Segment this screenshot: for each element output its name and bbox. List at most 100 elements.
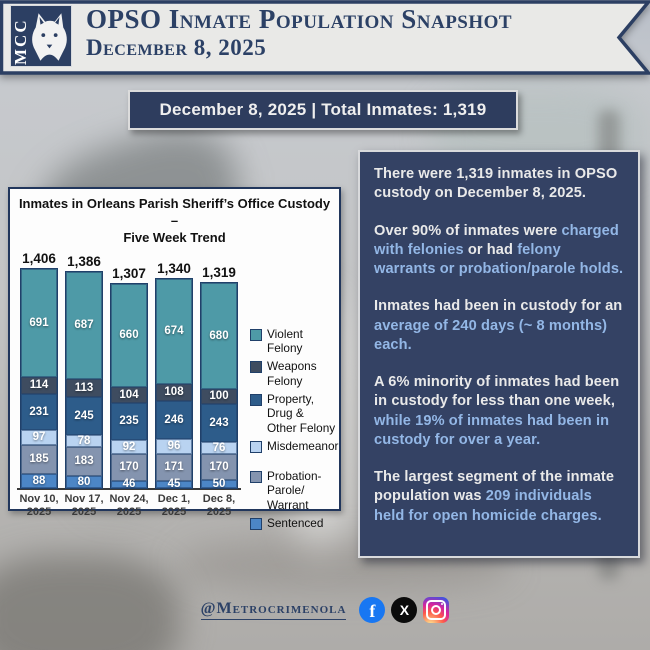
plain-text: Over 90% of inmates were bbox=[374, 222, 562, 239]
instagram-icon[interactable] bbox=[423, 597, 450, 623]
bar-segment: 114 bbox=[21, 376, 57, 394]
bar-group: 1,340 674 108 246 96 171 45 bbox=[155, 261, 193, 490]
legend-label: Misdemeanor bbox=[267, 438, 339, 453]
bar-x-label: Nov 24, 2025 bbox=[109, 492, 149, 519]
bar-group: 1,386 687 113 245 78 183 80 bbox=[65, 253, 103, 489]
bar-segment: 170 bbox=[201, 453, 237, 480]
bar-x-label: Nov 10, 2025 bbox=[19, 492, 59, 519]
bar-x-label: Dec 1, 2025 bbox=[157, 492, 191, 519]
plain-text: A 6% minority of inmates had been in cus… bbox=[374, 374, 620, 410]
bar-segment: 235 bbox=[111, 402, 147, 440]
bar-segment: 680 bbox=[201, 282, 237, 389]
legend-item: Property, Drug & Other Felony bbox=[250, 392, 338, 436]
legend-swatch bbox=[250, 393, 262, 406]
bar-segment: 243 bbox=[201, 403, 237, 442]
bar-total-label: 1,386 bbox=[67, 253, 101, 269]
bar-stack: 680 100 243 76 170 50 bbox=[200, 281, 238, 489]
bar-segment: 46 bbox=[111, 478, 147, 490]
bar-segment: 691 bbox=[21, 268, 57, 377]
bar-total-label: 1,406 bbox=[22, 250, 56, 266]
bar-stack: 687 113 245 78 183 80 bbox=[65, 270, 103, 489]
bar-group: 1,406 691 114 231 97 185 88 bbox=[20, 250, 58, 489]
highlight-text: average of 240 days (~ 8 months) each. bbox=[374, 317, 608, 353]
mcc-logo: MCC bbox=[10, 5, 72, 67]
bar-segment: 100 bbox=[201, 388, 237, 404]
legend-label: Probation-Parole/Warrant bbox=[267, 468, 322, 513]
bar-segment: 92 bbox=[111, 439, 147, 454]
bar-segment: 231 bbox=[21, 393, 57, 430]
bar-segment: 97 bbox=[21, 429, 57, 445]
social-handle-link[interactable]: @Metrocrimenola bbox=[200, 600, 347, 620]
bar-segment: 88 bbox=[21, 473, 57, 488]
bar-segment: 45 bbox=[156, 478, 192, 490]
background-photo-blur bbox=[0, 555, 180, 650]
bar-x-label: Nov 17, 2025 bbox=[64, 492, 104, 519]
bar-segment: 674 bbox=[156, 278, 192, 384]
facebook-icon[interactable]: f bbox=[359, 597, 386, 623]
footer: @Metrocrimenola f X bbox=[0, 597, 650, 623]
bar-group: 1,307 660 104 235 92 170 46 bbox=[110, 265, 148, 490]
legend-item: Violent Felony bbox=[250, 327, 338, 356]
page-date: December 8, 2025 bbox=[86, 35, 267, 61]
bar-total-label: 1,319 bbox=[202, 264, 236, 280]
plain-text: The largest segment of the inmate popula… bbox=[374, 469, 615, 505]
total-inmates-banner: December 8, 2025 | Total Inmates: 1,319 bbox=[128, 90, 518, 130]
legend-swatch bbox=[250, 361, 262, 374]
panel-paragraph: Over 90% of inmates were charged with fe… bbox=[374, 222, 624, 280]
panel-paragraph: The largest segment of the inmate popula… bbox=[374, 468, 624, 526]
bar-segment: 78 bbox=[66, 434, 102, 447]
chart-card: Inmates in Orleans Parish Sheriff’s Offi… bbox=[8, 187, 341, 530]
bar-segment: 104 bbox=[111, 386, 147, 403]
bar-x-label: Dec 8, 2025 bbox=[202, 492, 236, 519]
plain-text: or had bbox=[463, 241, 518, 258]
bar-stack: 674 108 246 96 171 45 bbox=[155, 277, 193, 490]
bar-segment: 108 bbox=[156, 383, 192, 401]
legend-swatch bbox=[250, 328, 262, 341]
header-text-block: OPSO Inmate Population Snapshot December… bbox=[86, 4, 512, 60]
bar-segment: 185 bbox=[21, 444, 57, 474]
chart-body: 1,406 691 114 231 97 185 88 1,386 687 113 245 78 183… bbox=[15, 251, 338, 531]
legend-label: Sentenced bbox=[267, 515, 324, 530]
chart-title: Inmates in Orleans Parish Sheriff’s Offi… bbox=[15, 196, 334, 247]
legend-swatch bbox=[250, 470, 262, 483]
summary-panel: There were 1,319 inmates in OPSO custody… bbox=[358, 150, 640, 558]
chart-legend: Violent Felony Weapons Felony Property, Drug… bbox=[250, 324, 338, 531]
panel-paragraph: A 6% minority of inmates had been in cus… bbox=[374, 373, 624, 450]
bar-stack: 691 114 231 97 185 88 bbox=[20, 267, 58, 489]
bar-segment: 660 bbox=[111, 283, 147, 387]
bar-segment: 183 bbox=[66, 446, 102, 476]
wolf-icon bbox=[32, 13, 67, 61]
chart-title-line1: Inmates in Orleans Parish Sheriff’s Offi… bbox=[18, 196, 331, 228]
bar-segment: 170 bbox=[111, 453, 147, 481]
plain-text: There were 1,319 inmates in OPSO custody… bbox=[374, 166, 618, 202]
page-title: OPSO Inmate Population Snapshot bbox=[86, 4, 513, 34]
highlight-text: felony warrants or probation/parole hold… bbox=[374, 241, 624, 277]
highlight-text: while 19% of inmates had been in custody… bbox=[374, 412, 610, 448]
mcc-logo-text: MCC bbox=[11, 18, 30, 65]
total-inmates-banner-text: December 8, 2025 | Total Inmates: 1,319 bbox=[159, 100, 487, 119]
bar-segment: 76 bbox=[201, 441, 237, 454]
plain-text: Inmates had been in custody for an bbox=[374, 298, 623, 315]
bar-segment: 245 bbox=[66, 396, 102, 435]
highlight-text: charged with felonies bbox=[374, 222, 619, 258]
header-ribbon bbox=[0, 0, 650, 75]
x-twitter-icon[interactable]: X bbox=[391, 597, 418, 623]
legend-swatch bbox=[250, 440, 262, 453]
legend-label: Property, Drug & Other Felony bbox=[267, 391, 336, 436]
bar-segment: 687 bbox=[66, 271, 102, 379]
bars-row: 1,406 691 114 231 97 185 88 1,386 687 113 245 78 183… bbox=[17, 251, 241, 490]
bar-segment: 96 bbox=[156, 438, 192, 454]
bar-stack: 660 104 235 92 170 46 bbox=[110, 282, 148, 490]
bar-segment: 113 bbox=[66, 378, 102, 397]
panel-paragraph: There were 1,319 inmates in OPSO custody… bbox=[374, 165, 624, 204]
panel-paragraph: Inmates had been in custody for an avera… bbox=[374, 297, 624, 355]
social-icons: f X bbox=[359, 597, 450, 623]
bar-segment: 80 bbox=[66, 475, 102, 488]
chart-title-line2: Five Week Trend bbox=[123, 229, 226, 245]
legend-item: Probation-Parole/Warrant bbox=[250, 469, 338, 513]
bar-total-label: 1,307 bbox=[112, 265, 146, 281]
legend-swatch bbox=[250, 517, 262, 530]
bar-segment: 246 bbox=[156, 400, 192, 439]
legend-item: Weapons Felony bbox=[250, 359, 338, 388]
